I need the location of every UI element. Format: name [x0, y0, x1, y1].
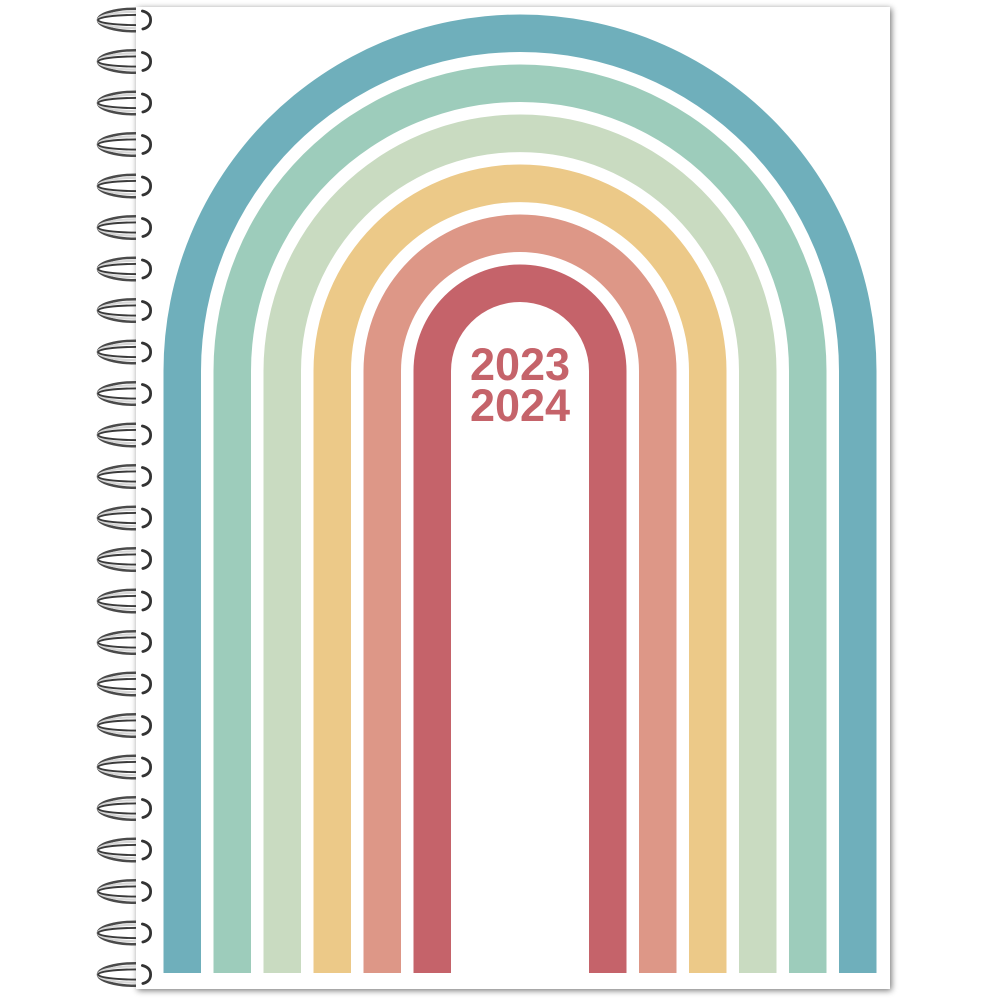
- svg-text:2024: 2024: [470, 380, 570, 431]
